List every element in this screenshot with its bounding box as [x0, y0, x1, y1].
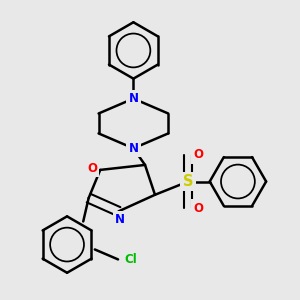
Text: O: O: [87, 162, 97, 175]
Text: S: S: [183, 174, 194, 189]
Text: N: N: [128, 92, 138, 105]
Text: N: N: [128, 142, 138, 155]
Text: O: O: [193, 202, 203, 214]
Text: N: N: [115, 213, 125, 226]
Text: Cl: Cl: [124, 253, 137, 266]
Text: O: O: [193, 148, 203, 161]
